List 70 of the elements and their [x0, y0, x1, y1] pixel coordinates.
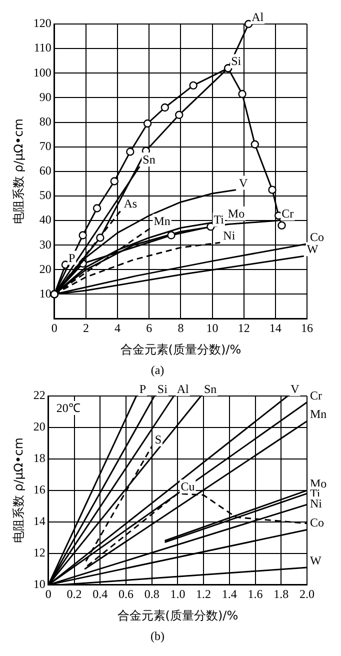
x-tick-label: 8: [178, 321, 184, 336]
series-label: W: [310, 553, 322, 568]
y-tick-label: 40: [39, 212, 52, 227]
series-label: Co: [310, 516, 324, 530]
y-tick-label: 60: [39, 164, 52, 178]
y-tick-label: 16: [33, 482, 46, 497]
x-tick-label: 1.4: [222, 587, 237, 602]
series-label: Si: [157, 382, 168, 396]
series-label: P: [68, 250, 76, 265]
y-tick-label: 50: [39, 188, 52, 202]
y-tick-label: 100: [33, 65, 52, 80]
x-tick-label: 6: [146, 321, 152, 336]
x-tick-label: 1.8: [274, 587, 289, 602]
series-label: P: [139, 382, 146, 396]
annotation: 20℃: [56, 401, 80, 415]
series-label: Al: [176, 382, 190, 396]
x-tick-label: 0.2: [66, 587, 82, 602]
series-label: Mn: [154, 214, 170, 228]
x-tick-label: 14: [269, 321, 282, 336]
x-tick-label: 0: [45, 587, 52, 602]
x-tick-label: 4: [114, 321, 121, 336]
series-label: W: [306, 242, 319, 256]
series-label: Al: [252, 10, 264, 24]
series-label: S: [154, 432, 162, 446]
series-label: Cr: [282, 206, 294, 221]
series-label: Sn: [204, 382, 217, 396]
series-label: Mo: [228, 206, 245, 221]
y-tick-label: 20: [33, 420, 46, 434]
x-tick-label: 0.4: [92, 587, 108, 602]
series-label: V: [290, 382, 300, 396]
y-tick-label: 20: [39, 262, 52, 276]
series-label: Ni: [223, 228, 236, 243]
series-label: Mn: [310, 407, 327, 422]
y-tick-label: 70: [39, 138, 52, 153]
x-axis-title: 合金元素(质量分数)/%: [120, 342, 242, 357]
x-axis-title: 合金元素(质量分数)/%: [117, 608, 238, 623]
y-tick-label: 90: [39, 90, 52, 104]
series-label: Si: [231, 54, 242, 68]
y-tick-label: 18: [33, 451, 46, 466]
series-label: V: [238, 176, 248, 190]
series-label: Ni: [310, 496, 323, 511]
x-tick-label: 2.0: [300, 587, 314, 602]
x-tick-label: 10: [206, 321, 218, 336]
y-axis-title: 电阻系数 ρ/μΩ•cm: [11, 118, 26, 224]
text: (b): [150, 628, 164, 643]
y-tick-label: 14: [33, 514, 46, 528]
series-label: Cr: [310, 388, 322, 402]
y-tick-label: 10: [33, 576, 46, 591]
series-label: Ti: [214, 212, 225, 227]
x-tick-label: 2: [82, 321, 89, 336]
series-label: As: [124, 196, 138, 211]
y-tick-label: 120: [33, 16, 52, 30]
y-tick-label: 22: [33, 388, 46, 402]
y-tick-label: 80: [39, 114, 52, 128]
series-label: Cu: [180, 480, 195, 494]
series-label: Sn: [142, 152, 156, 166]
x-tick-label: 1.0: [170, 587, 186, 602]
x-tick-label: 16: [301, 321, 313, 336]
text: (a): [150, 362, 164, 377]
x-tick-label: 1.2: [196, 587, 212, 602]
y-tick-label: 30: [39, 237, 52, 252]
x-tick-label: 1.6: [248, 587, 263, 602]
y-tick-label: 110: [34, 40, 52, 55]
x-tick-label: 0.6: [118, 587, 134, 602]
x-tick-label: 0.8: [144, 587, 160, 602]
y-axis-title: 电阻系数 ρ/μΩ•cm: [11, 438, 26, 544]
x-tick-label: 0: [51, 321, 58, 336]
series-label: Co: [310, 230, 324, 244]
x-tick-label: 12: [238, 321, 250, 336]
y-tick-label: 12: [33, 545, 46, 560]
